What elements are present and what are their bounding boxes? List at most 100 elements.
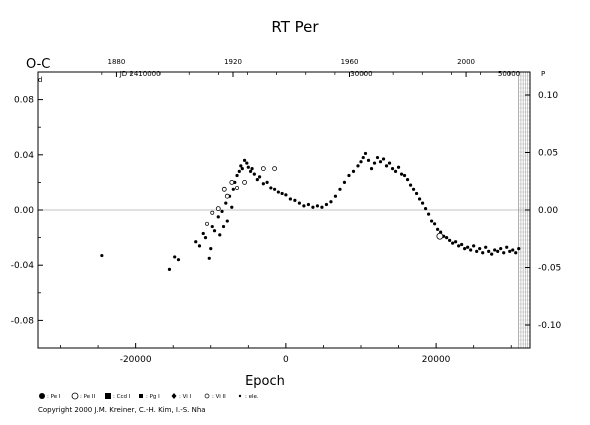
year-tick-label: 2000 [457, 58, 475, 66]
point-pe-i [201, 231, 205, 236]
x-tick-label: 0 [283, 355, 289, 365]
point-pe-i [475, 249, 479, 253]
point-pe-i [463, 247, 467, 251]
point-pe-i [457, 244, 461, 248]
point-pe-i [387, 161, 392, 165]
point-pe-i [255, 178, 259, 182]
point-pe-i [231, 187, 235, 191]
point-pe-i [220, 209, 224, 213]
point-pe-ii [221, 186, 227, 192]
point-pe-i [212, 229, 217, 233]
point-pe-i [514, 251, 518, 255]
point-pe-i [466, 245, 470, 249]
point-pe-i [393, 169, 398, 173]
point-pe-i [235, 173, 239, 178]
legend-symbol [39, 393, 45, 399]
point-pe-i [276, 190, 280, 194]
point-pe-ii [260, 166, 266, 172]
point-pe-i [225, 219, 229, 223]
point-pe-i [194, 240, 198, 244]
point-pe-ii [215, 206, 221, 212]
point-pe-i [361, 155, 365, 160]
point-pe-i [297, 201, 301, 205]
point-pe-i [430, 219, 434, 223]
point-pe-i [469, 248, 473, 252]
data-points [100, 151, 521, 271]
copyright-note: Copyright 2000 J.M. Kreiner, C.-H. Kim, … [38, 406, 206, 414]
point-pe-i [224, 201, 228, 205]
point-pe-i [420, 201, 425, 205]
right-tick-label: -0.05 [538, 264, 561, 274]
point-pe-i [237, 169, 241, 173]
point-pe-i [203, 236, 208, 240]
point-pe-i [390, 167, 395, 171]
axes: -20000 0 20000 -0.08 -0.04 0.00 0.04 0.08 -0.10 -… [11, 58, 562, 365]
point-pe-i [245, 161, 249, 165]
point-pe-i [284, 193, 288, 197]
point-pe-i [342, 180, 347, 184]
x-tick-label: 20000 [422, 355, 451, 365]
jd-tick-label: 50000 [498, 70, 520, 78]
point-pe-i [436, 227, 440, 231]
point-pe-i [329, 200, 333, 204]
point-pe-i [375, 155, 380, 160]
point-pe-i [221, 224, 226, 229]
point-pe-i [460, 242, 464, 247]
legend: : Pe I: Pe II: Ccd I: Pg I: Vi I: Vi II:… [39, 392, 259, 400]
y-axis-label: O-C [26, 57, 50, 72]
point-pe-i [320, 205, 324, 209]
point-pe-i [197, 244, 202, 248]
legend-symbol [139, 394, 143, 398]
point-pe-i [239, 164, 243, 168]
y-tick-label: -0.08 [11, 316, 35, 326]
point-pe-i [363, 151, 368, 156]
chart-title: RT Per [271, 18, 319, 36]
legend-symbol [71, 392, 79, 400]
point-pe-i [176, 258, 181, 262]
right-unit-mark: P [541, 70, 545, 78]
point-pe-i [433, 222, 437, 226]
right-tick-label: 0.05 [538, 149, 558, 159]
legend-label: : Pg I [146, 394, 160, 400]
point-pe-i [216, 215, 220, 219]
year-tick-label: 1960 [341, 58, 359, 66]
point-pe-i [384, 164, 389, 168]
point-pe-i [173, 255, 177, 259]
jd-tick-label: 30000 [350, 70, 372, 78]
point-pe-i [381, 157, 386, 161]
point-pe-i [448, 238, 452, 242]
point-pe-i [372, 161, 377, 165]
y-tick-label: -0.04 [11, 261, 35, 271]
point-pe-i [484, 245, 488, 249]
x-tick-label: -20000 [120, 355, 152, 365]
point-pe-i [250, 167, 254, 171]
y-unit-mark: d [38, 76, 42, 84]
point-pe-i [405, 178, 410, 182]
point-pe-i [302, 204, 306, 208]
point-pe-i [240, 167, 244, 171]
point-pe-i [333, 194, 338, 198]
right-tick-label: 0.10 [538, 91, 558, 101]
point-pe-i [402, 173, 407, 178]
legend-label: : ele. [245, 394, 259, 400]
legend-label: : Pe II [80, 394, 95, 400]
point-pe-i [280, 191, 284, 196]
point-pe-i [369, 167, 374, 171]
legend-label: : Pe I [47, 394, 61, 400]
point-pe-i [417, 197, 422, 201]
point-pe-i [493, 248, 497, 252]
point-pe-i [347, 173, 351, 178]
point-pe-i [252, 172, 256, 176]
legend-symbol [171, 393, 177, 399]
point-pe-i [261, 182, 265, 186]
point-pe-i [414, 191, 419, 196]
right-tick-label: -0.10 [538, 321, 562, 331]
point-pe-i [100, 253, 104, 258]
point-pe-i [445, 236, 449, 240]
y-tick-label: 0.04 [14, 151, 34, 161]
year-tick-label: 1920 [224, 58, 242, 66]
point-pe-i [207, 256, 211, 260]
jd-tick-label: JD 2410000 [119, 70, 161, 78]
point-pe-i [511, 248, 515, 252]
